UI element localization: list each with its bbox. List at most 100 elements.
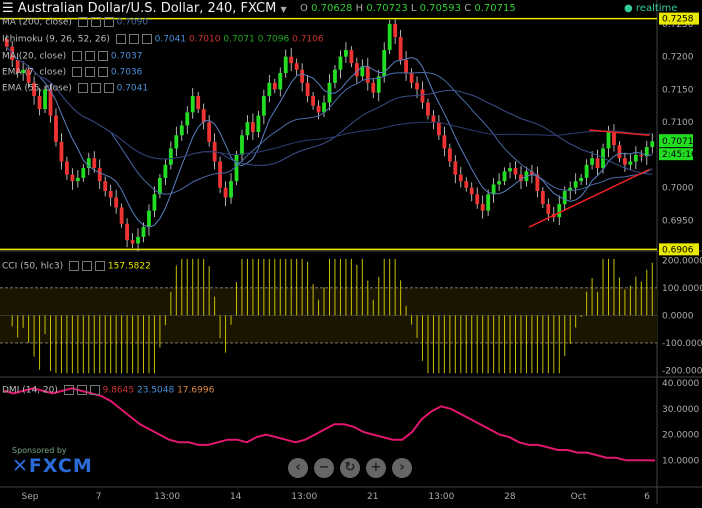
candle-body xyxy=(240,135,244,155)
visibility-icon[interactable] xyxy=(85,67,95,77)
page-title[interactable]: Australian Dollar/U.S. Dollar, 240, FXCM xyxy=(17,1,277,16)
ohlc-high-label: H xyxy=(355,3,364,14)
candle-body xyxy=(606,132,611,149)
close-icon[interactable] xyxy=(141,34,152,44)
close-icon[interactable] xyxy=(95,261,106,271)
indicator-ma200[interactable]: MA (200, close) 0.7090 xyxy=(2,17,148,28)
candle-body xyxy=(480,204,485,211)
candle-body xyxy=(382,50,387,77)
candle-body xyxy=(103,181,108,191)
dmi-legend[interactable]: DMI (14, 20) 9.8645 23.5048 17.6996 xyxy=(2,385,214,396)
candle-body xyxy=(316,105,321,113)
zoom-in-button[interactable]: + xyxy=(366,458,386,478)
ema55-line xyxy=(6,46,653,175)
candle-body xyxy=(343,50,348,57)
candle-body xyxy=(108,191,113,198)
reset-button[interactable]: ↻ xyxy=(340,458,360,478)
candle-body xyxy=(152,194,157,211)
candle-body xyxy=(633,154,638,162)
candle-body xyxy=(639,154,644,157)
dmi-label: DMI (14, 20) xyxy=(2,385,58,396)
candle-body xyxy=(365,66,370,83)
ohlc-low-value: 0.70593 xyxy=(419,3,461,14)
indicator-ma20[interactable]: MA (20, close) 0.7037 xyxy=(2,51,142,62)
candle-body xyxy=(557,204,562,218)
candle-body xyxy=(371,82,376,93)
candle-body xyxy=(322,102,326,113)
candle-body xyxy=(562,191,567,205)
close-icon[interactable] xyxy=(89,385,100,395)
visibility-icon[interactable] xyxy=(128,34,139,44)
candle-body xyxy=(469,187,474,195)
candle-body xyxy=(431,115,436,123)
price-level-label: 0.7258 xyxy=(662,15,694,25)
scroll-left-button[interactable]: ‹ xyxy=(288,458,308,478)
settings-icon[interactable] xyxy=(72,51,83,61)
candle-body xyxy=(267,82,272,96)
candle-body xyxy=(15,59,20,73)
time-tick-label: 14 xyxy=(230,492,242,502)
candle-body xyxy=(491,184,496,195)
countdown-tag xyxy=(659,148,693,161)
cci-tick-label: 200.0000 xyxy=(662,256,702,266)
candle-body xyxy=(475,194,480,205)
visibility-icon[interactable] xyxy=(85,51,96,61)
trendline xyxy=(589,129,650,137)
settings-icon[interactable] xyxy=(72,67,82,77)
cci-tick-label: -100.0000 xyxy=(662,339,702,349)
candle-body xyxy=(157,177,162,195)
cci-legend[interactable]: CCI (50, hlc3) 157.5822 xyxy=(2,261,151,272)
scroll-right-button[interactable]: › xyxy=(392,458,412,478)
settings-icon[interactable] xyxy=(77,83,88,93)
candle-body xyxy=(579,177,584,182)
dmi-plus-value: 23.5048 xyxy=(136,385,175,396)
visibility-icon[interactable] xyxy=(76,385,87,395)
time-tick-label: 13:00 xyxy=(154,492,180,502)
indicator-ichimoku[interactable]: Ichimoku (9, 26, 52, 26) 0.7041 0.7010 0… xyxy=(2,34,324,45)
indicator-label: MA (20, close) xyxy=(2,51,67,62)
indicator-value: 0.7010 xyxy=(188,34,221,45)
zoom-out-button[interactable]: − xyxy=(314,458,334,478)
candle-body xyxy=(404,59,409,73)
indicator-ema7[interactable]: EMA (7, close) 0.7036 xyxy=(2,67,142,78)
candle-body xyxy=(70,174,75,182)
close-icon[interactable] xyxy=(103,83,114,93)
settings-icon[interactable] xyxy=(115,34,126,44)
candle-body xyxy=(415,82,419,90)
visibility-icon[interactable] xyxy=(90,83,101,93)
price-tick-label: 0.7000 xyxy=(662,184,694,194)
price-tick-label: 0.7200 xyxy=(662,53,694,63)
last-price-tag xyxy=(659,134,693,148)
price-tick-label: 0.7150 xyxy=(662,85,694,95)
close-icon[interactable] xyxy=(98,67,108,77)
zoom-controls: ‹ − ↻ + › xyxy=(288,456,418,478)
time-tick-label: 13:00 xyxy=(291,492,317,502)
price-level-label: 0.6906 xyxy=(662,245,694,255)
menu-icon[interactable]: ☰ xyxy=(2,1,14,16)
visibility-icon[interactable] xyxy=(82,261,93,271)
candle-body xyxy=(114,197,119,208)
fxcm-logo-text: FXCM xyxy=(28,455,93,477)
candle-body xyxy=(486,194,491,211)
close-icon[interactable] xyxy=(98,51,109,61)
candle-body xyxy=(622,158,627,165)
indicator-label: Ichimoku (9, 26, 52, 26) xyxy=(2,34,110,45)
close-icon[interactable] xyxy=(103,17,114,27)
chevron-down-icon[interactable]: ▼ xyxy=(280,5,287,14)
candle-body xyxy=(163,164,168,178)
candle-body xyxy=(546,204,551,214)
time-tick-label: Sep xyxy=(22,492,39,502)
indicator-label: EMA (7, close) xyxy=(2,67,67,78)
settings-icon[interactable] xyxy=(77,17,88,27)
settings-icon[interactable] xyxy=(69,261,80,271)
candle-body xyxy=(207,122,212,142)
settings-icon[interactable] xyxy=(63,385,74,395)
time-tick-label: Oct xyxy=(571,492,587,502)
time-tick-label: 6 xyxy=(644,492,650,502)
visibility-icon[interactable] xyxy=(90,17,101,27)
candle-body xyxy=(283,56,288,73)
indicator-ema55[interactable]: EMA (55, close) 0.7041 xyxy=(2,83,148,94)
candle-body xyxy=(497,181,502,185)
